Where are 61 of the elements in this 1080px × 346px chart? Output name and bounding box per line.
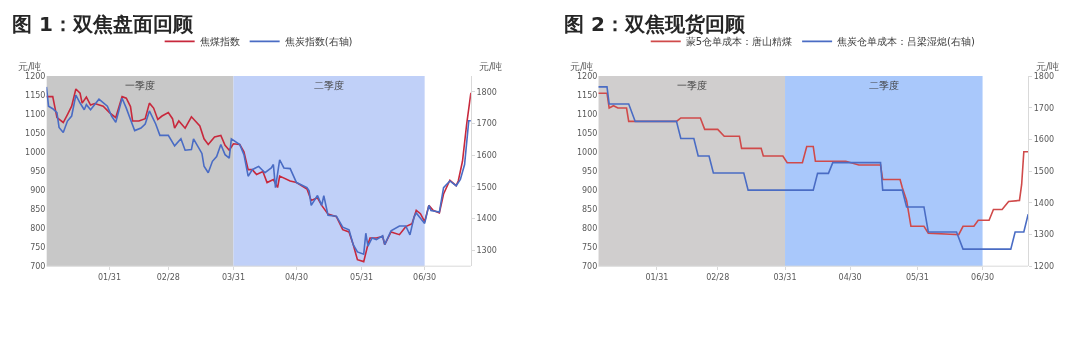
y2-tick-label: 1800	[476, 87, 497, 97]
y-tick-label: 800	[582, 223, 598, 233]
x-tick-label: 01/31	[97, 272, 122, 282]
y-tick-label: 1200	[25, 71, 46, 81]
y-tick-label: 800	[30, 223, 46, 233]
y-tick-label: 1100	[576, 109, 598, 119]
y2-axis-title: 元/吨	[1036, 61, 1060, 72]
y2-tick-label: 1700	[1033, 103, 1055, 113]
y2-tick-label: 1200	[1033, 261, 1055, 271]
y-tick-label: 1000	[576, 147, 598, 157]
x-tick-label: 04/30	[838, 272, 862, 282]
y-tick-label: 750	[582, 242, 598, 252]
y-tick-label: 950	[582, 166, 598, 176]
band-label: 二季度	[868, 80, 899, 92]
y-tick-label: 1050	[576, 128, 598, 138]
x-tick-label: 02/28	[156, 272, 180, 282]
x-tick-label: 06/30	[413, 272, 437, 282]
y-tick-label: 750	[30, 242, 46, 252]
y2-axis-title: 元/吨	[479, 61, 503, 72]
y2-tick-label: 1700	[476, 119, 497, 129]
y-tick-label: 1150	[576, 90, 598, 100]
x-tick-label: 03/31	[221, 272, 245, 282]
y-tick-label: 950	[30, 166, 46, 176]
legend-label: 焦炭指数(右轴)	[284, 36, 353, 48]
legend-label: 焦煤指数	[199, 36, 240, 48]
y2-tick-label: 1800	[1033, 71, 1055, 81]
y2-tick-label: 1500	[1033, 166, 1055, 176]
band-label: 一季度	[676, 80, 707, 92]
y2-tick-label: 1400	[476, 214, 497, 224]
y-tick-label: 900	[582, 185, 598, 195]
chart-title: 图 1：双焦盘面回顾	[12, 12, 194, 36]
x-tick-label: 05/31	[905, 272, 929, 282]
x-tick-label: 06/30	[971, 272, 995, 282]
y-tick-label: 1000	[25, 147, 46, 157]
y2-tick-label: 1500	[476, 182, 497, 192]
y-tick-label: 1050	[25, 128, 46, 138]
y-tick-label: 900	[30, 185, 46, 195]
y-tick-label: 700	[582, 261, 598, 271]
x-tick-label: 04/30	[284, 272, 309, 282]
x-tick-label: 01/31	[645, 272, 669, 282]
band-label: 一季度	[124, 80, 155, 92]
y2-tick-label: 1400	[1033, 198, 1055, 208]
y2-tick-label: 1300	[1033, 230, 1055, 240]
y-tick-label: 700	[30, 261, 46, 271]
legend-label: 焦炭仓单成本：吕梁湿熄(右轴)	[837, 36, 976, 48]
band-label: 二季度	[314, 80, 345, 92]
y2-tick-label: 1600	[1033, 135, 1055, 145]
y-tick-label: 1200	[576, 71, 598, 81]
chart-title: 图 2：双焦现货回顾	[564, 12, 746, 36]
y-axis-title: 元/吨	[18, 61, 42, 72]
y2-tick-label: 1300	[476, 246, 497, 256]
y2-tick-label: 1600	[476, 151, 497, 161]
y-tick-label: 1150	[25, 90, 46, 100]
x-tick-label: 02/28	[706, 272, 730, 282]
y-tick-label: 850	[30, 204, 46, 214]
y-tick-label: 1100	[25, 109, 46, 119]
x-tick-label: 03/31	[773, 272, 797, 282]
y-axis-title: 元/吨	[570, 61, 594, 72]
x-tick-label: 05/31	[350, 272, 374, 282]
y-tick-label: 850	[582, 204, 598, 214]
legend-label: 蒙5仓单成本：唐山精煤	[685, 36, 793, 48]
